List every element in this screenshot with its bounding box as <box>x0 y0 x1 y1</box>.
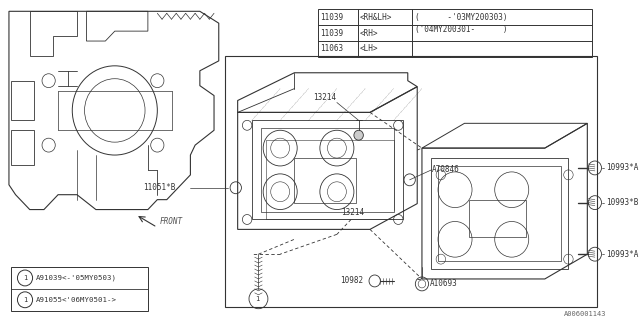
Text: <RH&LH>: <RH&LH> <box>360 13 392 22</box>
Bar <box>252 120 403 220</box>
Circle shape <box>354 130 364 140</box>
Text: A91039<-'05MY0503): A91039<-'05MY0503) <box>35 275 116 281</box>
Bar <box>11 130 35 165</box>
Bar <box>225 56 596 307</box>
Text: 11051*B: 11051*B <box>143 183 175 192</box>
Text: 11063: 11063 <box>320 44 343 53</box>
Bar <box>431 158 568 269</box>
Text: A70846: A70846 <box>433 165 460 174</box>
Bar <box>318 9 592 57</box>
Text: 11039: 11039 <box>320 13 343 22</box>
Text: 10993*A: 10993*A <box>606 164 639 172</box>
Text: A91055<'06MY0501->: A91055<'06MY0501-> <box>35 297 116 303</box>
Text: 10993*B: 10993*B <box>606 198 639 207</box>
Text: (      -'03MY200303): ( -'03MY200303) <box>415 13 508 22</box>
Text: FRONT: FRONT <box>159 217 182 226</box>
Text: <LH>: <LH> <box>360 44 378 53</box>
Text: 1: 1 <box>23 297 27 303</box>
Text: 1: 1 <box>23 275 27 281</box>
Text: 1: 1 <box>255 296 260 302</box>
Bar <box>261 128 394 212</box>
Text: 10982: 10982 <box>340 276 363 285</box>
Text: A10693: A10693 <box>429 279 457 288</box>
Bar <box>469 200 526 237</box>
Text: 10993*A: 10993*A <box>606 250 639 259</box>
Text: A006001143: A006001143 <box>564 311 606 317</box>
Text: 13214: 13214 <box>313 93 337 102</box>
Text: 11039: 11039 <box>320 28 343 38</box>
Text: ('04MY200301-      ): ('04MY200301- ) <box>415 25 508 34</box>
Text: <RH>: <RH> <box>360 28 378 38</box>
Bar <box>294 158 356 203</box>
Bar <box>438 166 561 261</box>
Text: 13214: 13214 <box>342 208 365 217</box>
Bar <box>11 81 35 120</box>
Bar <box>11 267 148 311</box>
